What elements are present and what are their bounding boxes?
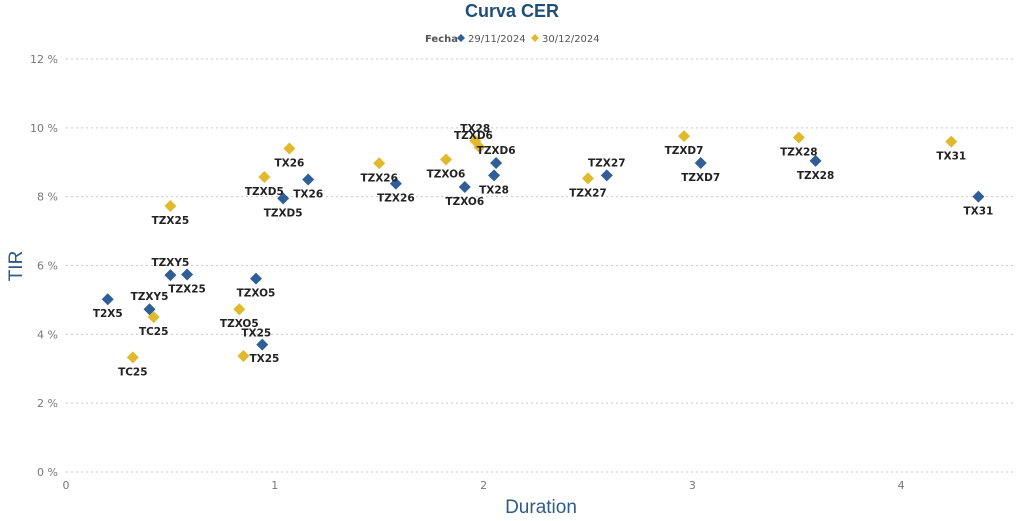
point-label: TZX27 xyxy=(588,157,625,169)
data-point xyxy=(972,190,985,203)
point-label: TZX28 xyxy=(780,146,817,158)
x-tick-label: 4 xyxy=(898,479,905,492)
y-tick-label: 8 % xyxy=(37,191,58,204)
data-point xyxy=(809,154,822,167)
x-tick-label: 1 xyxy=(271,479,278,492)
x-axis-title: Duration xyxy=(505,497,577,518)
point-label: TX31 xyxy=(936,151,966,163)
data-point xyxy=(256,338,269,351)
point-label: TZX25 xyxy=(168,283,205,295)
data-point xyxy=(469,134,482,147)
data-point xyxy=(945,135,958,148)
point-label: TZX26 xyxy=(360,172,397,184)
data-point xyxy=(678,130,691,143)
data-point xyxy=(792,131,805,144)
legend: Fecha 29/11/2024 30/12/2024 xyxy=(425,34,600,45)
data-point xyxy=(237,350,250,363)
point-label: TX25 xyxy=(241,328,271,340)
point-label: TZX26 xyxy=(377,193,414,205)
y-tick-label: 4 % xyxy=(37,328,58,341)
point-label: TZXY5 xyxy=(152,257,190,269)
data-points xyxy=(101,130,985,364)
chart-title: Curva CER xyxy=(465,1,559,21)
data-point xyxy=(600,169,613,182)
point-label: TZXO5 xyxy=(237,288,276,300)
data-point xyxy=(277,192,290,205)
point-label: TZXD7 xyxy=(681,172,720,184)
point-label: TZXD5 xyxy=(264,207,303,219)
point-label: TX25 xyxy=(249,353,279,365)
data-point xyxy=(164,269,177,282)
data-point xyxy=(258,171,271,184)
axes: 0 % 2 % 4 % 6 % 8 % 10 % 12 % 0 1 2 3 4 xyxy=(30,53,905,492)
legend-marker xyxy=(531,34,539,42)
x-tick-label: 2 xyxy=(480,479,487,492)
y-tick-label: 12 % xyxy=(30,53,58,66)
data-point xyxy=(389,177,402,190)
point-label: TC25 xyxy=(139,326,168,338)
point-label: TZXD7 xyxy=(665,145,704,157)
data-point xyxy=(302,173,315,186)
point-label: TZXD6 xyxy=(454,130,493,142)
point-label: TZXD6 xyxy=(477,145,516,157)
point-label: TZXO5 xyxy=(220,318,259,330)
data-point xyxy=(488,169,501,182)
y-tick-label: 10 % xyxy=(30,122,58,135)
data-point xyxy=(283,142,296,155)
gridlines xyxy=(66,58,1016,473)
point-label: TZXO6 xyxy=(427,168,466,180)
point-label: TZX27 xyxy=(569,187,606,199)
data-point xyxy=(440,153,452,166)
data-point xyxy=(181,268,194,281)
point-label: TX31 xyxy=(963,206,993,218)
data-point xyxy=(250,272,262,285)
data-point xyxy=(490,156,503,169)
y-tick-label: 6 % xyxy=(37,260,58,273)
data-point xyxy=(101,293,114,306)
point-label: TX26 xyxy=(274,157,304,169)
data-point xyxy=(147,311,160,324)
point-label: TX28 xyxy=(460,123,490,135)
point-label: TX26 xyxy=(293,188,323,200)
data-point xyxy=(581,172,594,185)
data-point xyxy=(458,181,471,194)
legend-title: Fecha xyxy=(425,34,458,45)
point-label: TZX28 xyxy=(797,170,834,182)
legend-marker xyxy=(457,34,465,42)
point-label: TX28 xyxy=(479,184,509,196)
point-label: TC25 xyxy=(118,366,147,378)
data-point xyxy=(233,303,246,316)
x-tick-label: 0 xyxy=(63,479,70,492)
legend-entry: 30/12/2024 xyxy=(542,34,600,45)
legend-entry: 29/11/2024 xyxy=(468,34,526,45)
point-label: TZXY5 xyxy=(131,291,169,303)
point-label: TZXO6 xyxy=(445,196,484,208)
data-point xyxy=(373,157,386,170)
y-tick-label: 2 % xyxy=(37,397,58,410)
data-point xyxy=(143,303,156,316)
y-tick-label: 0 % xyxy=(37,466,58,479)
x-tick-label: 3 xyxy=(689,479,696,492)
data-point xyxy=(126,351,139,364)
y-axis-title: TIR xyxy=(6,251,27,282)
point-label: TZXD5 xyxy=(245,186,284,198)
point-label: TZX25 xyxy=(152,215,189,227)
point-label: T2X5 xyxy=(93,308,123,320)
data-point xyxy=(164,199,177,212)
data-point xyxy=(694,156,707,169)
